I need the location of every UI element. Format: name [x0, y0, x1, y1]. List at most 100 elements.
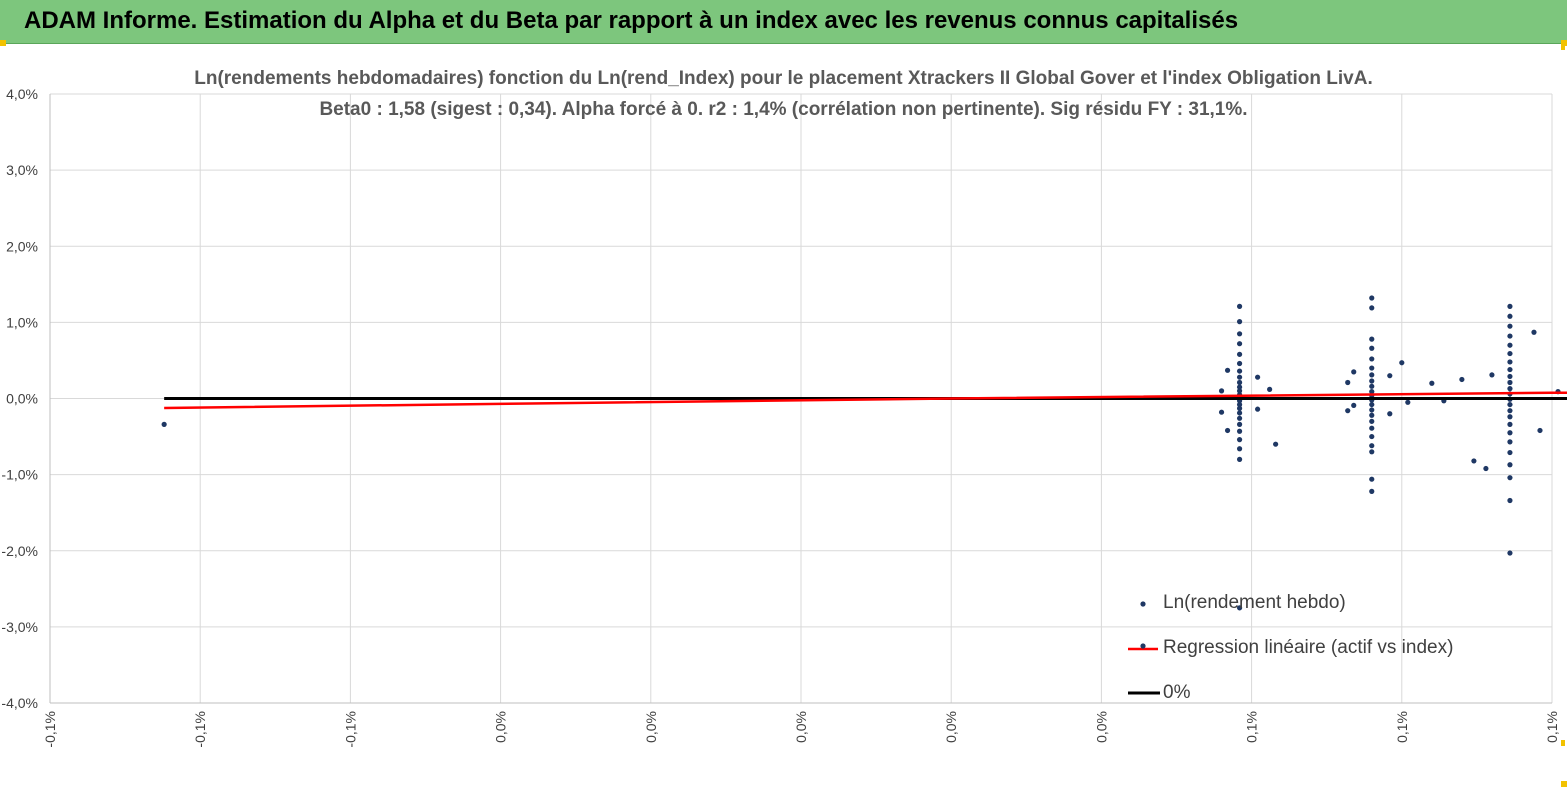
data-point — [1369, 372, 1375, 378]
data-point — [1369, 336, 1375, 342]
data-point — [1507, 323, 1513, 329]
regression-line — [164, 391, 1567, 410]
data-point — [1236, 331, 1243, 337]
data-point — [1369, 407, 1375, 413]
data-point — [1218, 388, 1225, 394]
data-point — [1224, 427, 1231, 434]
data-point — [1351, 369, 1357, 375]
data-point — [1507, 359, 1513, 365]
x-tick-label: 0,1% — [1394, 711, 1410, 743]
data-point — [1369, 449, 1375, 455]
data-point — [1369, 383, 1375, 389]
data-point — [1387, 373, 1393, 379]
data-point — [1369, 476, 1375, 482]
data-point — [1507, 475, 1513, 481]
data-point — [1345, 408, 1351, 414]
data-point — [1387, 411, 1393, 417]
data-point — [1507, 550, 1513, 556]
y-tick-label: -3,0% — [1, 619, 38, 635]
data-point — [1507, 449, 1513, 456]
data-point — [1236, 303, 1243, 309]
data-point — [1255, 406, 1261, 412]
data-point — [1351, 402, 1357, 408]
data-point — [1273, 441, 1279, 447]
y-tick-label: 3,0% — [6, 162, 38, 178]
data-point — [1345, 379, 1351, 386]
data-point — [1236, 368, 1243, 374]
y-tick-label: -1,0% — [1, 467, 38, 483]
data-point — [1399, 360, 1405, 366]
data-point — [1236, 401, 1243, 408]
corner-handle-bottom-right — [1561, 781, 1567, 787]
legend-marker-scatter — [1140, 601, 1146, 607]
corner-handle-top-left — [0, 40, 6, 46]
data-point — [1236, 446, 1243, 452]
legend-label-regression: Regression linéaire (actif vs index) — [1163, 637, 1454, 658]
data-point — [1369, 365, 1375, 371]
x-tick-label: 0,0% — [793, 711, 809, 743]
scatter-chart: 4,0% 3,0% 2,0% 1,0% 0,0% -1,0% -2,0% -3,0% -4,0%… — [1, 86, 1567, 748]
x-tick-label: 0,1% — [1544, 711, 1560, 743]
data-point — [1531, 329, 1537, 335]
data-point — [1236, 410, 1243, 416]
data-point — [1507, 401, 1513, 408]
data-point — [1369, 425, 1375, 431]
chart-title: Ln(rendements hebdomadaires) fonction du… — [194, 68, 1373, 89]
data-point — [1471, 458, 1477, 464]
x-tick-label: -0,1% — [42, 711, 58, 748]
data-point — [1255, 374, 1261, 380]
corner-handle-right-upper — [1561, 44, 1565, 50]
data-point — [1507, 373, 1513, 380]
data-point — [1507, 303, 1513, 309]
data-point — [1218, 409, 1225, 415]
data-point — [1369, 488, 1375, 494]
x-tick-label: -0,1% — [192, 711, 208, 748]
data-point — [1369, 401, 1375, 408]
data-point — [1369, 345, 1375, 351]
legend-label-scatter: Ln(rendement hebdo) — [1163, 592, 1346, 613]
data-point — [1267, 386, 1273, 392]
data-point — [1405, 399, 1411, 405]
y-tick-label: 4,0% — [6, 86, 38, 102]
data-point — [1507, 350, 1513, 357]
data-point — [1236, 405, 1243, 411]
data-point — [1369, 433, 1375, 440]
y-tick-label: -2,0% — [1, 543, 38, 559]
report-banner: ADAM Informe. Estimation du Alpha et du … — [0, 0, 1567, 44]
data-point — [1369, 389, 1375, 395]
data-point — [1236, 384, 1243, 390]
y-tick-label: 2,0% — [6, 238, 38, 254]
data-point — [1369, 418, 1375, 424]
data-point — [1236, 319, 1243, 325]
x-tick-label: 0,0% — [943, 711, 959, 743]
x-tick-label: 0,0% — [1093, 711, 1109, 743]
data-point — [1507, 379, 1513, 386]
y-tick-label: 1,0% — [6, 314, 38, 330]
data-point — [1236, 351, 1243, 357]
data-point — [1236, 421, 1243, 427]
data-point — [1507, 414, 1513, 420]
corner-handle-right-lower — [1561, 740, 1565, 746]
data-point — [1507, 342, 1513, 348]
chart-area: 4,0% 3,0% 2,0% 1,0% 0,0% -1,0% -2,0% -3,0% -4,0%… — [0, 44, 1567, 787]
data-point — [1236, 437, 1243, 443]
data-point — [1236, 605, 1243, 611]
x-tick-label: 0,1% — [1244, 711, 1260, 743]
x-tick-label: 0,0% — [493, 711, 509, 743]
data-point — [1369, 412, 1375, 418]
data-point — [1507, 366, 1513, 373]
data-point — [1369, 295, 1375, 301]
data-point — [1369, 356, 1375, 362]
data-point — [1369, 443, 1375, 449]
data-point — [1483, 465, 1489, 472]
data-point — [1236, 388, 1243, 394]
data-point — [161, 421, 167, 427]
data-point — [1236, 428, 1243, 434]
data-point — [1507, 421, 1513, 427]
x-tick-label: -0,1% — [342, 711, 358, 748]
data-point — [1507, 430, 1513, 436]
data-point — [1224, 367, 1231, 373]
legend-marker-regression-dot — [1140, 643, 1146, 649]
data-point — [1236, 374, 1243, 380]
chart-subtitle: Beta0 : 1,58 (sigest : 0,34). Alpha forc… — [319, 99, 1248, 120]
